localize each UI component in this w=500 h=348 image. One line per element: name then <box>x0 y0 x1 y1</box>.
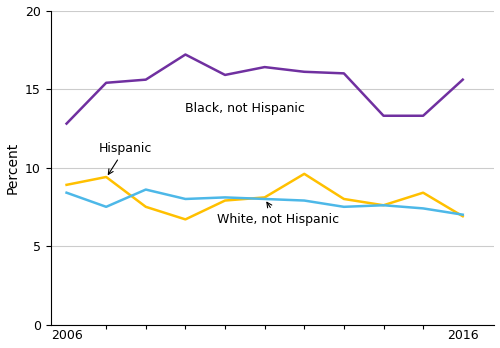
Text: Hispanic: Hispanic <box>98 142 152 174</box>
Text: Black, not Hispanic: Black, not Hispanic <box>186 102 306 114</box>
Y-axis label: Percent: Percent <box>6 141 20 194</box>
Text: White, not Hispanic: White, not Hispanic <box>217 202 339 226</box>
